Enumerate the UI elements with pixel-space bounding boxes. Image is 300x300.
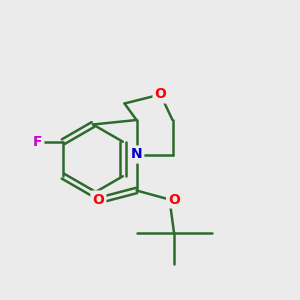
Text: O: O	[154, 88, 166, 101]
Text: O: O	[92, 193, 104, 206]
Text: F: F	[33, 135, 42, 149]
Text: O: O	[168, 193, 180, 206]
Text: N: N	[131, 148, 142, 161]
